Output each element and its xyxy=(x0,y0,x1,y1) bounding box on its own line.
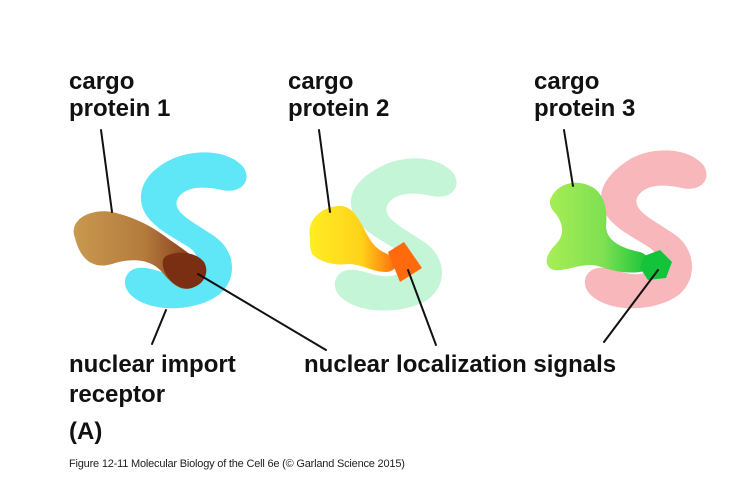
receptor-label-line1: nuclear import xyxy=(69,351,236,378)
nls-1-shape xyxy=(162,252,207,289)
receptor-3-shape xyxy=(584,150,707,309)
nls-3-shape xyxy=(640,250,672,280)
pointer-cargo-3 xyxy=(563,129,574,187)
figure-caption: Figure 12-11 Molecular Biology of the Ce… xyxy=(69,458,405,470)
pointer-nls-2 xyxy=(407,269,437,346)
cargo-3-label: cargo protein 3 xyxy=(534,68,635,122)
cargo-3-shape xyxy=(546,182,650,273)
receptor-label: nuclear import receptor xyxy=(69,350,236,410)
panel-letter: (A) xyxy=(69,418,103,445)
pointer-nls-3 xyxy=(603,269,659,343)
pointer-cargo-1 xyxy=(100,129,113,213)
pointer-cargo-2 xyxy=(318,129,331,213)
receptor-label-line2: receptor xyxy=(69,381,166,408)
cargo-2-label-line2: protein 2 xyxy=(288,95,390,122)
receptor-1-shape xyxy=(124,152,247,309)
nls-2-shape xyxy=(388,242,422,282)
cargo-2-label-line1: cargo xyxy=(288,68,354,95)
receptor-2-shape xyxy=(334,158,457,311)
cargo-1-label: cargo protein 1 xyxy=(69,68,170,122)
cargo-1-label-line1: cargo xyxy=(69,68,135,95)
nls-label: nuclear localization signals xyxy=(304,351,617,378)
pointer-nls-1 xyxy=(197,273,327,351)
cargo-3-label-line2: protein 3 xyxy=(534,95,636,122)
pointer-receptor xyxy=(151,309,167,345)
cargo-2-label: cargo protein 2 xyxy=(288,68,389,122)
cargo-2-shape xyxy=(309,206,397,272)
cargo-3-label-line1: cargo xyxy=(534,68,600,95)
cargo-1-label-line2: protein 1 xyxy=(69,95,171,122)
